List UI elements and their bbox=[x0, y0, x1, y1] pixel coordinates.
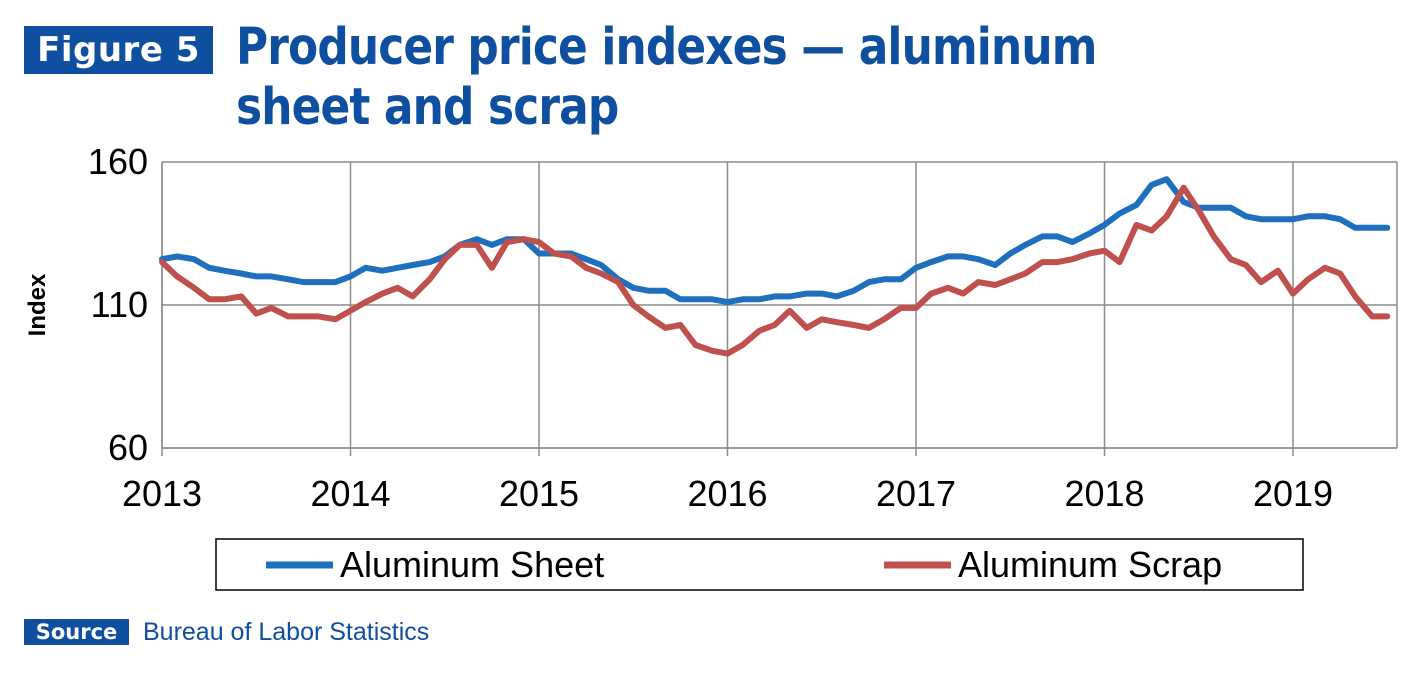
x-tick-label-2016: 2016 bbox=[687, 473, 767, 514]
x-tick-label-2014: 2014 bbox=[310, 473, 390, 514]
y-axis-label: Index bbox=[24, 273, 51, 336]
x-tick-label-2018: 2018 bbox=[1064, 473, 1144, 514]
x-tick-label-2013: 2013 bbox=[122, 473, 202, 514]
legend-label-aluminum-scrap: Aluminum Scrap bbox=[958, 544, 1222, 585]
series-lines bbox=[159, 176, 1391, 357]
y-tick-label-60: 60 bbox=[108, 427, 148, 468]
y-tick-label-110: 110 bbox=[91, 284, 148, 325]
y-tick-label-160: 160 bbox=[88, 141, 148, 182]
figure-label-badge: Figure 5 bbox=[24, 26, 213, 74]
y-tick-labels: 60 110 160 bbox=[88, 141, 148, 468]
series-line-aluminum-scrap bbox=[159, 184, 1391, 357]
gridlines bbox=[161, 161, 1398, 456]
series-line-aluminum-sheet bbox=[159, 176, 1391, 306]
x-tick-label-2015: 2015 bbox=[499, 473, 579, 514]
legend-label-aluminum-sheet: Aluminum Sheet bbox=[340, 544, 604, 585]
x-tick-label-2019: 2019 bbox=[1253, 473, 1333, 514]
x-tick-labels: 2013 2014 2015 2016 2017 2018 2019 bbox=[122, 473, 1333, 514]
chart-title: Producer price indexes — aluminum sheet … bbox=[236, 18, 1097, 137]
legend: Aluminum Sheet Aluminum Scrap bbox=[215, 538, 1304, 591]
source-text: Bureau of Labor Statistics bbox=[143, 618, 430, 646]
legend-box bbox=[215, 538, 1304, 591]
x-tick-label-2017: 2017 bbox=[876, 473, 956, 514]
source-label-badge: Source bbox=[24, 619, 129, 645]
